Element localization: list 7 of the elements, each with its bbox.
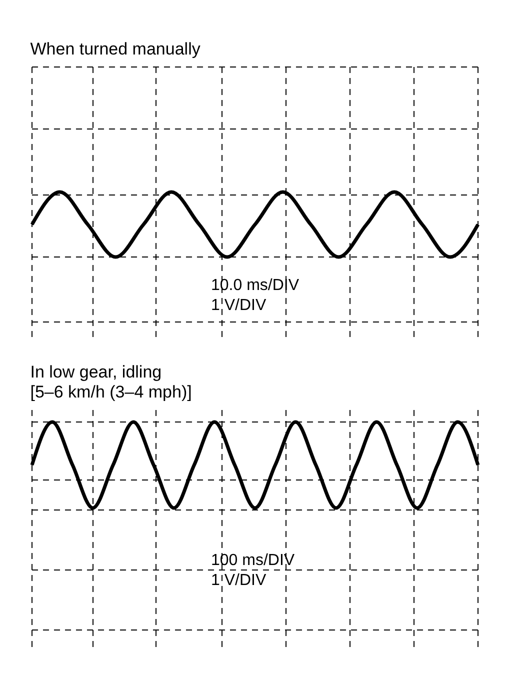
text: 1 V/DIV [211, 572, 266, 589]
chart-title: When turned manually [30, 40, 201, 58]
text: 100 ms/DIV [211, 552, 295, 569]
chart-subtitle: [5–6 km/h (3–4 mph)] [30, 382, 192, 402]
text: 1 V/DIV [211, 297, 266, 314]
text: 10.0 ms/DIV [211, 277, 300, 294]
chart-title: In low gear, idling [30, 362, 162, 382]
